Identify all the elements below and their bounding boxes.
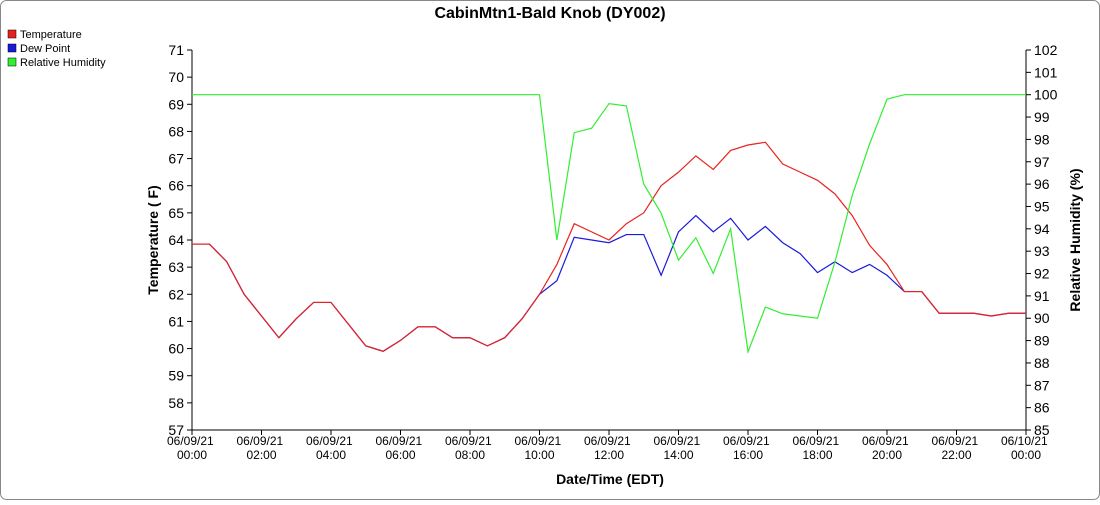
y-tick-label: 63: [168, 259, 184, 275]
y-tick-label: 62: [168, 286, 184, 302]
y2-axis-label: Relative Humidity (%): [1067, 168, 1083, 311]
y-tick-label: 58: [168, 395, 184, 411]
x-tick-label: 06/09/21 22:00: [931, 434, 981, 462]
y2-tick-label: 89: [1034, 333, 1050, 349]
x-tick-label: 06/09/21 04:00: [306, 434, 356, 462]
y-tick-label: 65: [168, 205, 184, 221]
x-tick-label: 06/09/21 12:00: [584, 434, 634, 462]
x-tick-label: 06/09/21 20:00: [862, 434, 912, 462]
x-tick-label: 06/09/21 14:00: [653, 434, 703, 462]
y-tick-label: 71: [168, 42, 184, 58]
y2-tick-label: 93: [1034, 243, 1050, 259]
y2-tick-label: 94: [1034, 221, 1050, 237]
y-tick-label: 59: [168, 368, 184, 384]
y2-tick-label: 99: [1034, 109, 1050, 125]
x-axis-label: Date/Time (EDT): [556, 471, 664, 487]
x-tick-label: 06/09/21 08:00: [445, 434, 495, 462]
y2-tick-label: 85: [1034, 422, 1050, 438]
chart-title: CabinMtn1-Bald Knob (DY002): [434, 5, 665, 22]
x-tick-label: 06/09/21 16:00: [723, 434, 773, 462]
legend-label: Relative Humidity: [20, 57, 106, 69]
y2-tick-label: 91: [1034, 288, 1050, 304]
legend-label: Temperature: [20, 29, 82, 41]
series-line: [192, 141, 1026, 352]
series-line: [192, 94, 1026, 355]
x-tick-label: 06/09/21 00:00: [167, 434, 217, 462]
x-tick-label: 06/09/21 02:00: [236, 434, 286, 462]
y-tick-label: 69: [168, 96, 184, 112]
y2-tick-label: 88: [1034, 355, 1050, 371]
y-tick-label: 57: [168, 422, 184, 438]
y2-tick-label: 92: [1034, 266, 1050, 282]
x-tick-label: 06/09/21 06:00: [375, 434, 425, 462]
legend-label: Dew Point: [20, 43, 70, 55]
legend-swatch: [7, 29, 17, 39]
y2-tick-label: 97: [1034, 154, 1050, 170]
y-tick-label: 70: [168, 69, 184, 85]
y-tick-label: 60: [168, 341, 184, 357]
x-tick-label: 06/10/21 00:00: [1001, 434, 1051, 462]
y-tick-label: 68: [168, 123, 184, 139]
y2-tick-label: 102: [1034, 42, 1058, 58]
y2-tick-label: 100: [1034, 87, 1058, 103]
y-tick-label: 67: [168, 151, 184, 167]
x-tick-label: 06/09/21 18:00: [792, 434, 842, 462]
y-tick-label: 66: [168, 178, 184, 194]
legend-swatch: [7, 57, 17, 67]
y2-tick-label: 86: [1034, 400, 1050, 416]
y2-tick-label: 96: [1034, 176, 1050, 192]
legend-swatch: [7, 43, 17, 53]
y2-tick-label: 98: [1034, 131, 1050, 147]
y-tick-label: 64: [168, 232, 184, 248]
x-tick-label: 06/09/21 10:00: [514, 434, 564, 462]
y2-tick-label: 95: [1034, 198, 1050, 214]
y-tick-label: 61: [168, 313, 184, 329]
y-axis-label: Temperature ( F): [145, 185, 161, 294]
y2-tick-label: 101: [1034, 64, 1058, 80]
y2-tick-label: 90: [1034, 310, 1050, 326]
y2-tick-label: 87: [1034, 377, 1050, 393]
